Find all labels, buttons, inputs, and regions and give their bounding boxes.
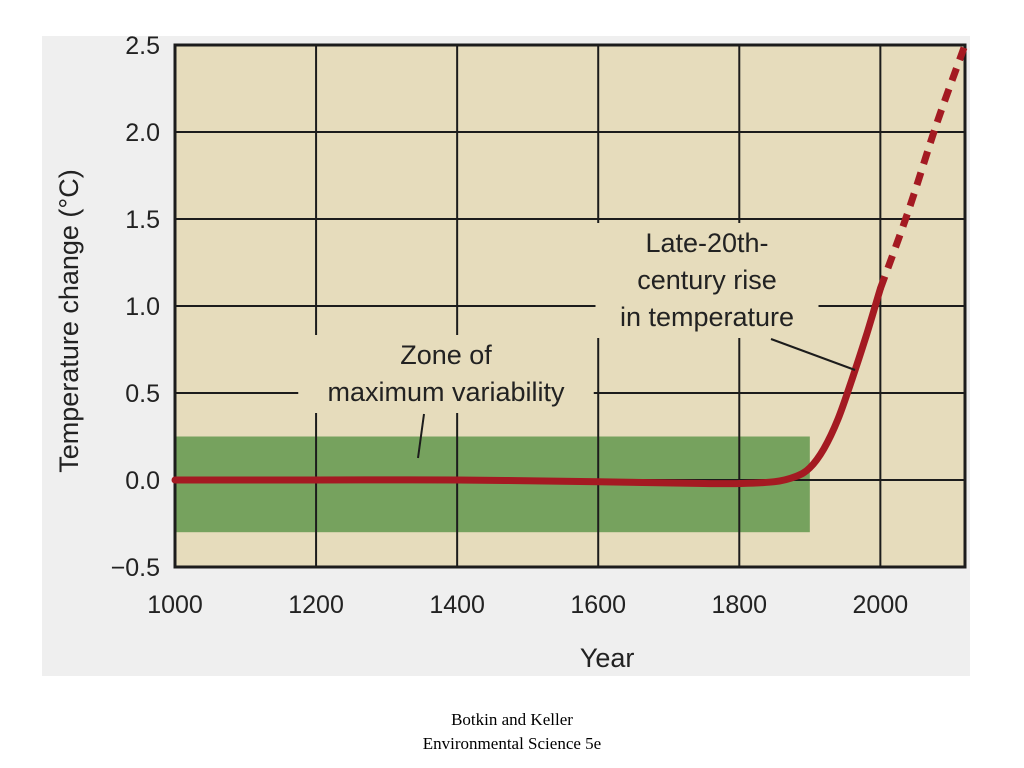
temperature-line (171, 285, 884, 488)
annotation-text: maximum variability (327, 377, 565, 407)
temperature-chart: 2.52.01.51.00.50.0−0.5 1000 1200 1400 1600 1… (54, 32, 969, 673)
x-tick-label: 1200 (288, 591, 344, 619)
x-tick-label: 1800 (711, 591, 767, 619)
x-axis-title: Year (580, 643, 635, 673)
caption-title: Environmental Science 5e (422, 734, 602, 753)
y-tick-label: 1.5 (125, 206, 160, 234)
caption-authors: Botkin and Keller (451, 710, 573, 729)
y-tick-label: −0.5 (111, 554, 160, 582)
annotation-text: in temperature (620, 302, 794, 332)
annotation-text: Late-20th- (645, 228, 768, 258)
x-tick-labels: 1000 1200 1400 1600 1800 2000 (147, 591, 908, 619)
y-tick-label: 2.0 (125, 119, 160, 147)
y-tick-label: 2.5 (125, 32, 160, 60)
y-tick-label: 0.0 (125, 467, 160, 495)
annotation-text: century rise (637, 265, 777, 295)
y-axis-title: Temperature change (°C) (54, 169, 84, 472)
y-tick-labels: 2.5 2.0 1.5 1.0 0.5 0.0 −0.5 (111, 32, 160, 582)
annotation-leader-line (770, 338, 856, 371)
annotation-backdrop (595, 223, 819, 338)
annotations: Zone of maximum variability Late-20th-cent… (298, 223, 856, 459)
annotation-leader-line (417, 413, 425, 459)
annotation-text: Zone of (400, 340, 492, 370)
x-tick-label: 1600 (570, 591, 626, 619)
series-lines (171, 43, 969, 488)
projection-dashed-line (877, 43, 969, 290)
x-tick-label: 2000 (853, 591, 909, 619)
plot-frame (173, 43, 967, 569)
x-tick-label: 1000 (147, 591, 203, 619)
caption: Botkin and Keller Environmental Science … (0, 708, 1024, 756)
x-tick-label: 1400 (429, 591, 485, 619)
annotation-backdrop (298, 335, 594, 413)
y-tick-label: 0.5 (125, 380, 160, 408)
y-tick-label: 1.0 (125, 293, 160, 321)
